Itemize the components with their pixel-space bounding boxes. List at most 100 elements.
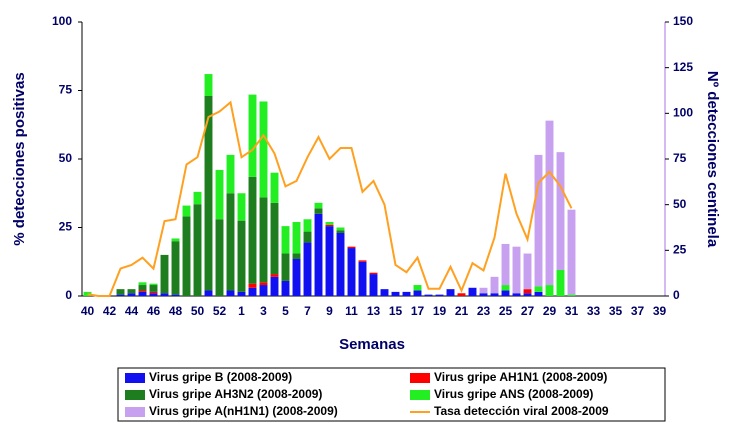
bar-segment — [270, 276, 279, 296]
legend-swatch — [410, 373, 430, 383]
bar-segment — [160, 293, 169, 296]
bar-segment — [149, 291, 158, 294]
bar-segment — [259, 101, 268, 198]
bar-segment — [303, 231, 312, 243]
x-tick-label: 31 — [565, 304, 579, 318]
bar-segment — [138, 285, 147, 291]
bar-segment — [237, 291, 246, 296]
y2-tick-label: 0 — [673, 288, 680, 302]
x-tick-label: 37 — [631, 304, 645, 318]
bar-segment — [424, 294, 433, 296]
y2-tick-label: 50 — [673, 197, 687, 211]
bar-segment — [336, 227, 345, 231]
bar-segment — [116, 289, 125, 295]
bar-segment — [523, 289, 532, 294]
bar-segment — [193, 204, 202, 296]
x-tick-label: 15 — [389, 304, 403, 318]
bar-segment — [248, 283, 257, 288]
bar-segment — [270, 202, 279, 275]
y2-tick-label: 75 — [673, 151, 687, 165]
bar-segment — [138, 290, 147, 292]
bar-segment — [512, 293, 521, 296]
bar-segment — [314, 208, 323, 214]
bar-segment — [413, 290, 422, 296]
x-tick-label: 52 — [213, 304, 227, 318]
x-axis-title: Semanas — [339, 336, 405, 353]
x-tick-label: 33 — [587, 304, 601, 318]
bar-segment — [149, 285, 158, 292]
bar-segment — [567, 294, 576, 296]
x-tick-label: 40 — [81, 304, 95, 318]
bar-segment — [204, 95, 213, 291]
x-tick-label: 21 — [455, 304, 469, 318]
x-tick-label: 50 — [191, 304, 205, 318]
bar-segment — [149, 283, 158, 286]
legend-swatch — [125, 390, 145, 400]
x-tick-label: 46 — [147, 304, 161, 318]
bar-segment — [391, 291, 400, 296]
x-tick-label: 48 — [169, 304, 183, 318]
bar-segment — [270, 274, 279, 277]
legend-label: Virus gripe B (2008-2009) — [149, 370, 292, 384]
bar-segment — [457, 293, 466, 296]
x-tick-label: 25 — [499, 304, 513, 318]
x-tick-label: 17 — [411, 304, 425, 318]
bar-segment — [281, 253, 290, 281]
x-tick-label: 27 — [521, 304, 535, 318]
bar-segment — [292, 259, 301, 296]
bar-segment — [314, 202, 323, 209]
bar-segment — [380, 289, 389, 296]
bar-segment — [182, 216, 191, 296]
y-tick-label: 100 — [52, 14, 72, 28]
bar-segment — [248, 94, 257, 177]
bar-segment — [325, 224, 334, 227]
x-tick-label: 11 — [345, 304, 358, 318]
bar-segment — [270, 172, 279, 203]
bar-segment — [281, 226, 290, 254]
bar-segment — [347, 246, 356, 249]
bar-segment — [545, 285, 554, 296]
bar-segment — [182, 205, 191, 217]
x-tick-label: 13 — [367, 304, 381, 318]
bar-segment — [534, 291, 543, 296]
y2-tick-label: 150 — [673, 14, 693, 28]
bar-segment — [479, 293, 488, 296]
bar-segment — [556, 269, 565, 296]
bar-segment — [160, 254, 169, 294]
bar-segment — [413, 285, 422, 291]
bar-segment — [369, 274, 378, 296]
bar-segment — [534, 154, 543, 287]
bar-segment — [325, 226, 334, 296]
y2-axis-title: Nº detecciones centinela — [704, 71, 721, 248]
bar-segment — [446, 289, 455, 296]
bar-segment — [204, 74, 213, 96]
bar-segment — [545, 120, 554, 286]
bar-segment — [501, 243, 510, 286]
y-tick-label: 0 — [65, 288, 72, 302]
x-tick-label: 29 — [543, 304, 557, 318]
bar-segment — [259, 282, 268, 286]
bar-segment — [358, 260, 367, 262]
bar-segment — [292, 253, 301, 260]
bar-segment — [303, 219, 312, 232]
x-tick-label: 42 — [103, 304, 117, 318]
bar-segment — [237, 220, 246, 292]
bar-segment — [336, 232, 345, 296]
x-tick-label: 5 — [282, 304, 289, 318]
y-tick-label: 25 — [59, 220, 73, 234]
bar-segment — [193, 191, 202, 205]
bar-segment — [490, 276, 499, 294]
bar-segment — [567, 209, 576, 295]
bar-segment — [237, 193, 246, 221]
bar-segment — [303, 242, 312, 296]
bar-segment — [435, 294, 444, 296]
legend-swatch — [125, 407, 145, 417]
y2-tick-label: 125 — [673, 60, 693, 74]
bar-segment — [138, 282, 147, 286]
bar-segment — [127, 289, 136, 294]
bar-segment — [501, 285, 510, 291]
x-tick-label: 3 — [260, 304, 267, 318]
y2-tick-label: 100 — [673, 106, 693, 120]
x-tick-label: 39 — [653, 304, 667, 318]
legend-box — [117, 367, 666, 422]
